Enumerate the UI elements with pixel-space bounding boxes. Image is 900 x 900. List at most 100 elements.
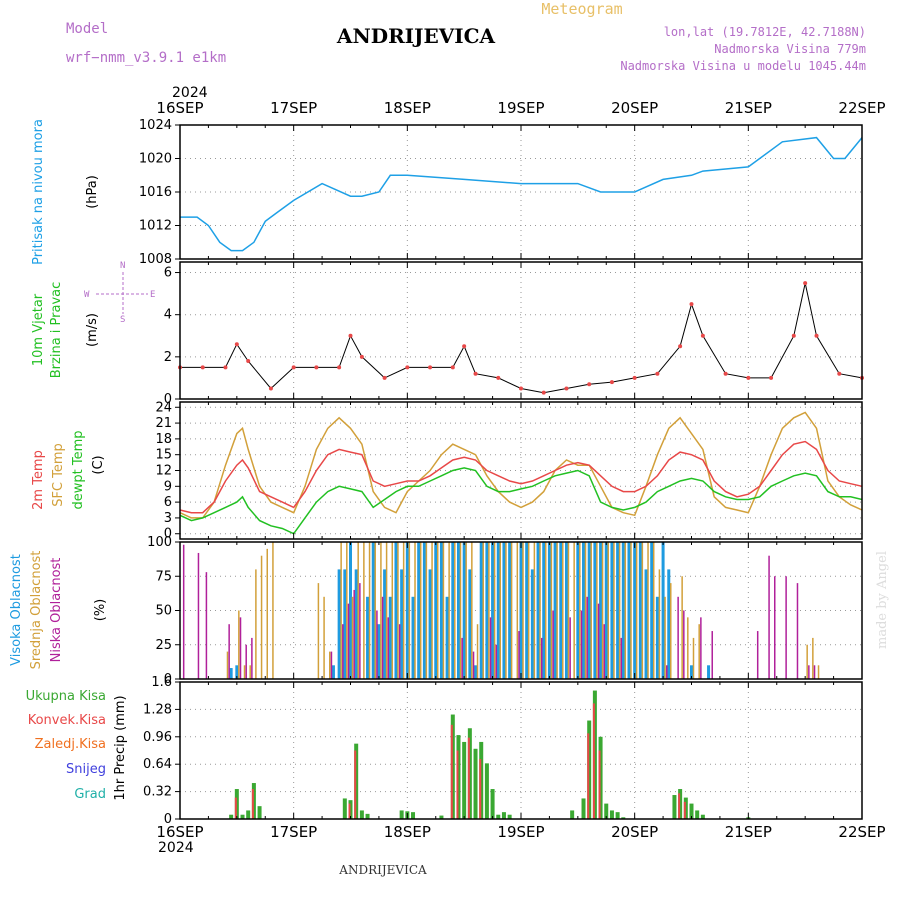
high-cloud-bar [377,624,381,679]
mid-cloud-bar [687,617,689,679]
conv-precip-bar [598,750,601,819]
high-cloud-bar [383,569,387,679]
conv-precip-bar [251,789,254,819]
total-precip-bar [672,795,677,819]
mid-cloud-bar [374,542,376,679]
wind-speed-point [564,386,569,391]
total-precip-bar [411,812,416,819]
total-precip-bar [695,810,700,819]
wind-speed-point [223,365,228,370]
mid-cloud-bar [670,583,672,679]
low-cloud-bar [387,617,390,679]
temp-unit-label: (C) [91,455,106,474]
grid-layer [180,125,862,819]
high-cloud-bar [508,542,512,679]
total-precip-bar [490,789,495,819]
high-cloud-bar [599,542,603,679]
coords-label: lon,lat (19.7812E, 42.7188N) [664,25,866,39]
high-cloud-bar [337,569,341,679]
footer-station: ANDRIJEVICA [338,863,427,877]
wind-speed-point [609,380,614,385]
mid-cloud-bar [567,542,570,679]
wind-speed-point [473,371,478,376]
y-tick-label: 6 [164,266,172,281]
low-cloud-bar [342,624,344,679]
low-cloud-bar [540,637,543,679]
high-cloud-bar [604,542,608,679]
high-cloud-bar [371,542,375,679]
low-cloud-bar [586,596,588,679]
x-tick-label-top: 21SEP [725,99,772,117]
mid-cloud-bar [414,542,416,679]
high-cloud-bar [616,542,620,679]
y-tick-label: 0 [164,392,172,407]
mid-cloud-bar [408,542,411,679]
total-precip-bar [496,814,501,819]
y-tick-label: 25 [155,638,172,653]
pressure-line [180,136,863,252]
wind-speed-point [723,371,728,376]
wind-speed-point [700,333,705,338]
cloud-unit-label: (%) [93,599,108,622]
wind-unit-label: (m/s) [85,313,100,347]
high-cloud-bar [530,569,534,679]
conv-precip-bar [456,750,459,819]
mid-cloud-bar [357,542,359,679]
panel-frame [179,261,863,400]
mid-cloud-bar [249,665,251,679]
x-tick-label-bottom: 21SEP [725,823,772,841]
total-precip-bar [229,814,234,819]
axis-layer: 1008101210161020102402460369121518212402… [139,99,886,841]
x-tick-label-bottom: 16SEP [156,823,203,841]
low-cloud-bar [552,610,554,679]
total-precip-bar [621,817,626,819]
conv-precip-bar [479,759,482,819]
mid-cloud-bar [618,542,621,679]
conv-precip-bar [678,793,681,819]
mid-cloud-bar [641,542,644,679]
y-tick-label: 15 [155,448,172,463]
mid-cloud-bar [692,637,695,679]
high-cloud-bar [587,542,591,679]
mid-cloud-bar [562,542,564,679]
model-label: Model [66,21,108,37]
high-cloud-bar [576,542,580,679]
mid-cloud-bar [527,542,530,679]
high-cloud-bar [564,542,568,679]
y-tick-label: 0 [164,812,172,827]
high-cloud-bar [439,542,443,679]
wind-speed-point [234,342,239,347]
mid-cloud-bar [607,542,609,679]
mid-cloud-bar [664,596,666,679]
x-tick-label-bottom: 20SEP [611,823,658,841]
x-tick-label-top: 17SEP [270,99,317,117]
year-top: 2024 [172,85,208,101]
mid-cloud-bar [505,542,507,679]
compass-n: N [120,261,125,271]
total-precip-bar [570,810,575,819]
high-cloud-bar [445,596,449,679]
compass-e: E [150,290,155,300]
mid-cloud-bar [590,542,592,679]
y-tick-label: 1020 [139,152,172,167]
low-cloud-bar [808,665,810,679]
high-cloud-bar [485,542,489,679]
x-tick-label-top: 22SEP [838,99,885,117]
mid-cloud-bar [817,665,820,679]
model-name: wrf−nmm_v3.9.1 e1km [66,50,226,66]
high-cloud-bar [690,665,693,679]
y-tick-label: 1012 [139,219,172,234]
precip-legend-conv: Konvek.Kisa [28,713,106,728]
wind-speed-point [246,359,251,364]
x-tick-label-bottom: 17SEP [270,823,317,841]
x-tick-label-top: 20SEP [611,99,658,117]
high-cloud-bar [593,542,597,679]
wind-speed-point [200,365,205,370]
cloud-low-label: Niska Oblacnost [49,558,64,663]
high-cloud-bar [456,542,460,679]
product-title: Meteogram [541,0,622,18]
low-cloud-bar [813,665,816,679]
low-cloud-bar [347,603,350,679]
mid-cloud-bar [533,542,536,679]
panel-frame [179,124,863,260]
